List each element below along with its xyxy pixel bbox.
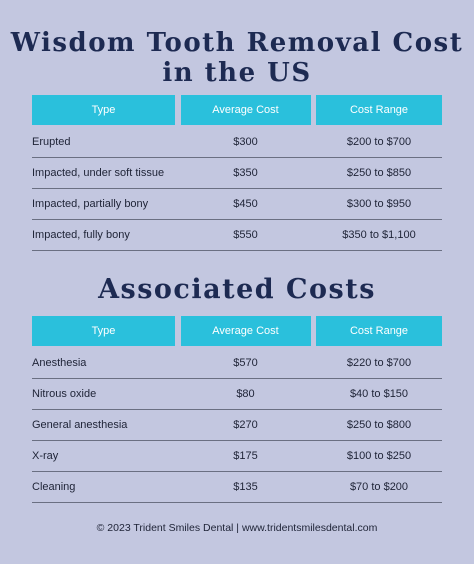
page-title: Wisdom Tooth Removal Cost in the US (0, 28, 474, 88)
cell-average-cost: $80 (236, 388, 255, 400)
removal-cost-table: Type Average Cost Cost Range Erupted $30… (32, 95, 442, 251)
cell-average-cost: $570 (233, 357, 258, 369)
table-row: Nitrous oxide $80 $40 to $150 (32, 379, 442, 410)
footer-credit: © 2023 Trident Smiles Dental | www.tride… (96, 522, 378, 534)
cell-cost-range: $40 to $150 (349, 388, 409, 400)
cell-type: Cleaning (32, 481, 76, 493)
associated-costs-table: Type Average Cost Cost Range Anesthesia … (32, 316, 442, 503)
cell-cost-range: $350 to $1,100 (342, 229, 416, 241)
header-average-cost: Average Cost (180, 95, 311, 125)
table-row: Cleaning $135 $70 to $200 (32, 472, 442, 503)
cell-type: Erupted (32, 136, 71, 148)
table-row: Impacted, partially bony $450 $300 to $9… (32, 189, 442, 220)
cell-cost-range: $250 to $800 (346, 419, 412, 431)
cell-average-cost: $450 (233, 198, 258, 210)
associated-costs-title: Associated Costs (98, 274, 376, 305)
table-row: Impacted, under soft tissue $350 $250 to… (32, 158, 442, 189)
cell-type: X-ray (32, 450, 59, 462)
cell-average-cost: $175 (233, 450, 258, 462)
cell-type: Anesthesia (32, 357, 87, 369)
cell-average-cost: $350 (233, 167, 258, 179)
table-row: X-ray $175 $100 to $250 (32, 441, 442, 472)
title-line-2: in the US (162, 58, 312, 88)
table-header: Type Average Cost Cost Range (32, 95, 442, 125)
cell-average-cost: $550 (233, 229, 258, 241)
cell-average-cost: $135 (233, 481, 258, 493)
title-line-1: Wisdom Tooth Removal Cost (10, 28, 464, 58)
cell-cost-range: $100 to $250 (346, 450, 412, 462)
header-type: Type (32, 95, 175, 125)
cell-average-cost: $300 (233, 136, 258, 148)
header-cost-range: Cost Range (316, 95, 442, 125)
cell-type: Impacted, partially bony (32, 198, 149, 210)
header-type: Type (32, 316, 175, 346)
cell-type: Impacted, fully bony (32, 229, 130, 241)
table-header: Type Average Cost Cost Range (32, 316, 442, 346)
cell-cost-range: $250 to $850 (346, 167, 412, 179)
table-row: Impacted, fully bony $550 $350 to $1,100 (32, 220, 442, 251)
cell-cost-range: $70 to $200 (349, 481, 409, 493)
cell-cost-range: $200 to $700 (346, 136, 412, 148)
cell-type: Nitrous oxide (32, 388, 97, 400)
cell-average-cost: $270 (233, 419, 258, 431)
cell-type: General anesthesia (32, 419, 128, 431)
cell-cost-range: $300 to $950 (346, 198, 412, 210)
table-row: Erupted $300 $200 to $700 (32, 127, 442, 158)
cell-type: Impacted, under soft tissue (32, 167, 165, 179)
table-row: General anesthesia $270 $250 to $800 (32, 410, 442, 441)
header-average-cost: Average Cost (180, 316, 311, 346)
table-row: Anesthesia $570 $220 to $700 (32, 348, 442, 379)
cell-cost-range: $220 to $700 (346, 357, 412, 369)
header-cost-range: Cost Range (316, 316, 442, 346)
